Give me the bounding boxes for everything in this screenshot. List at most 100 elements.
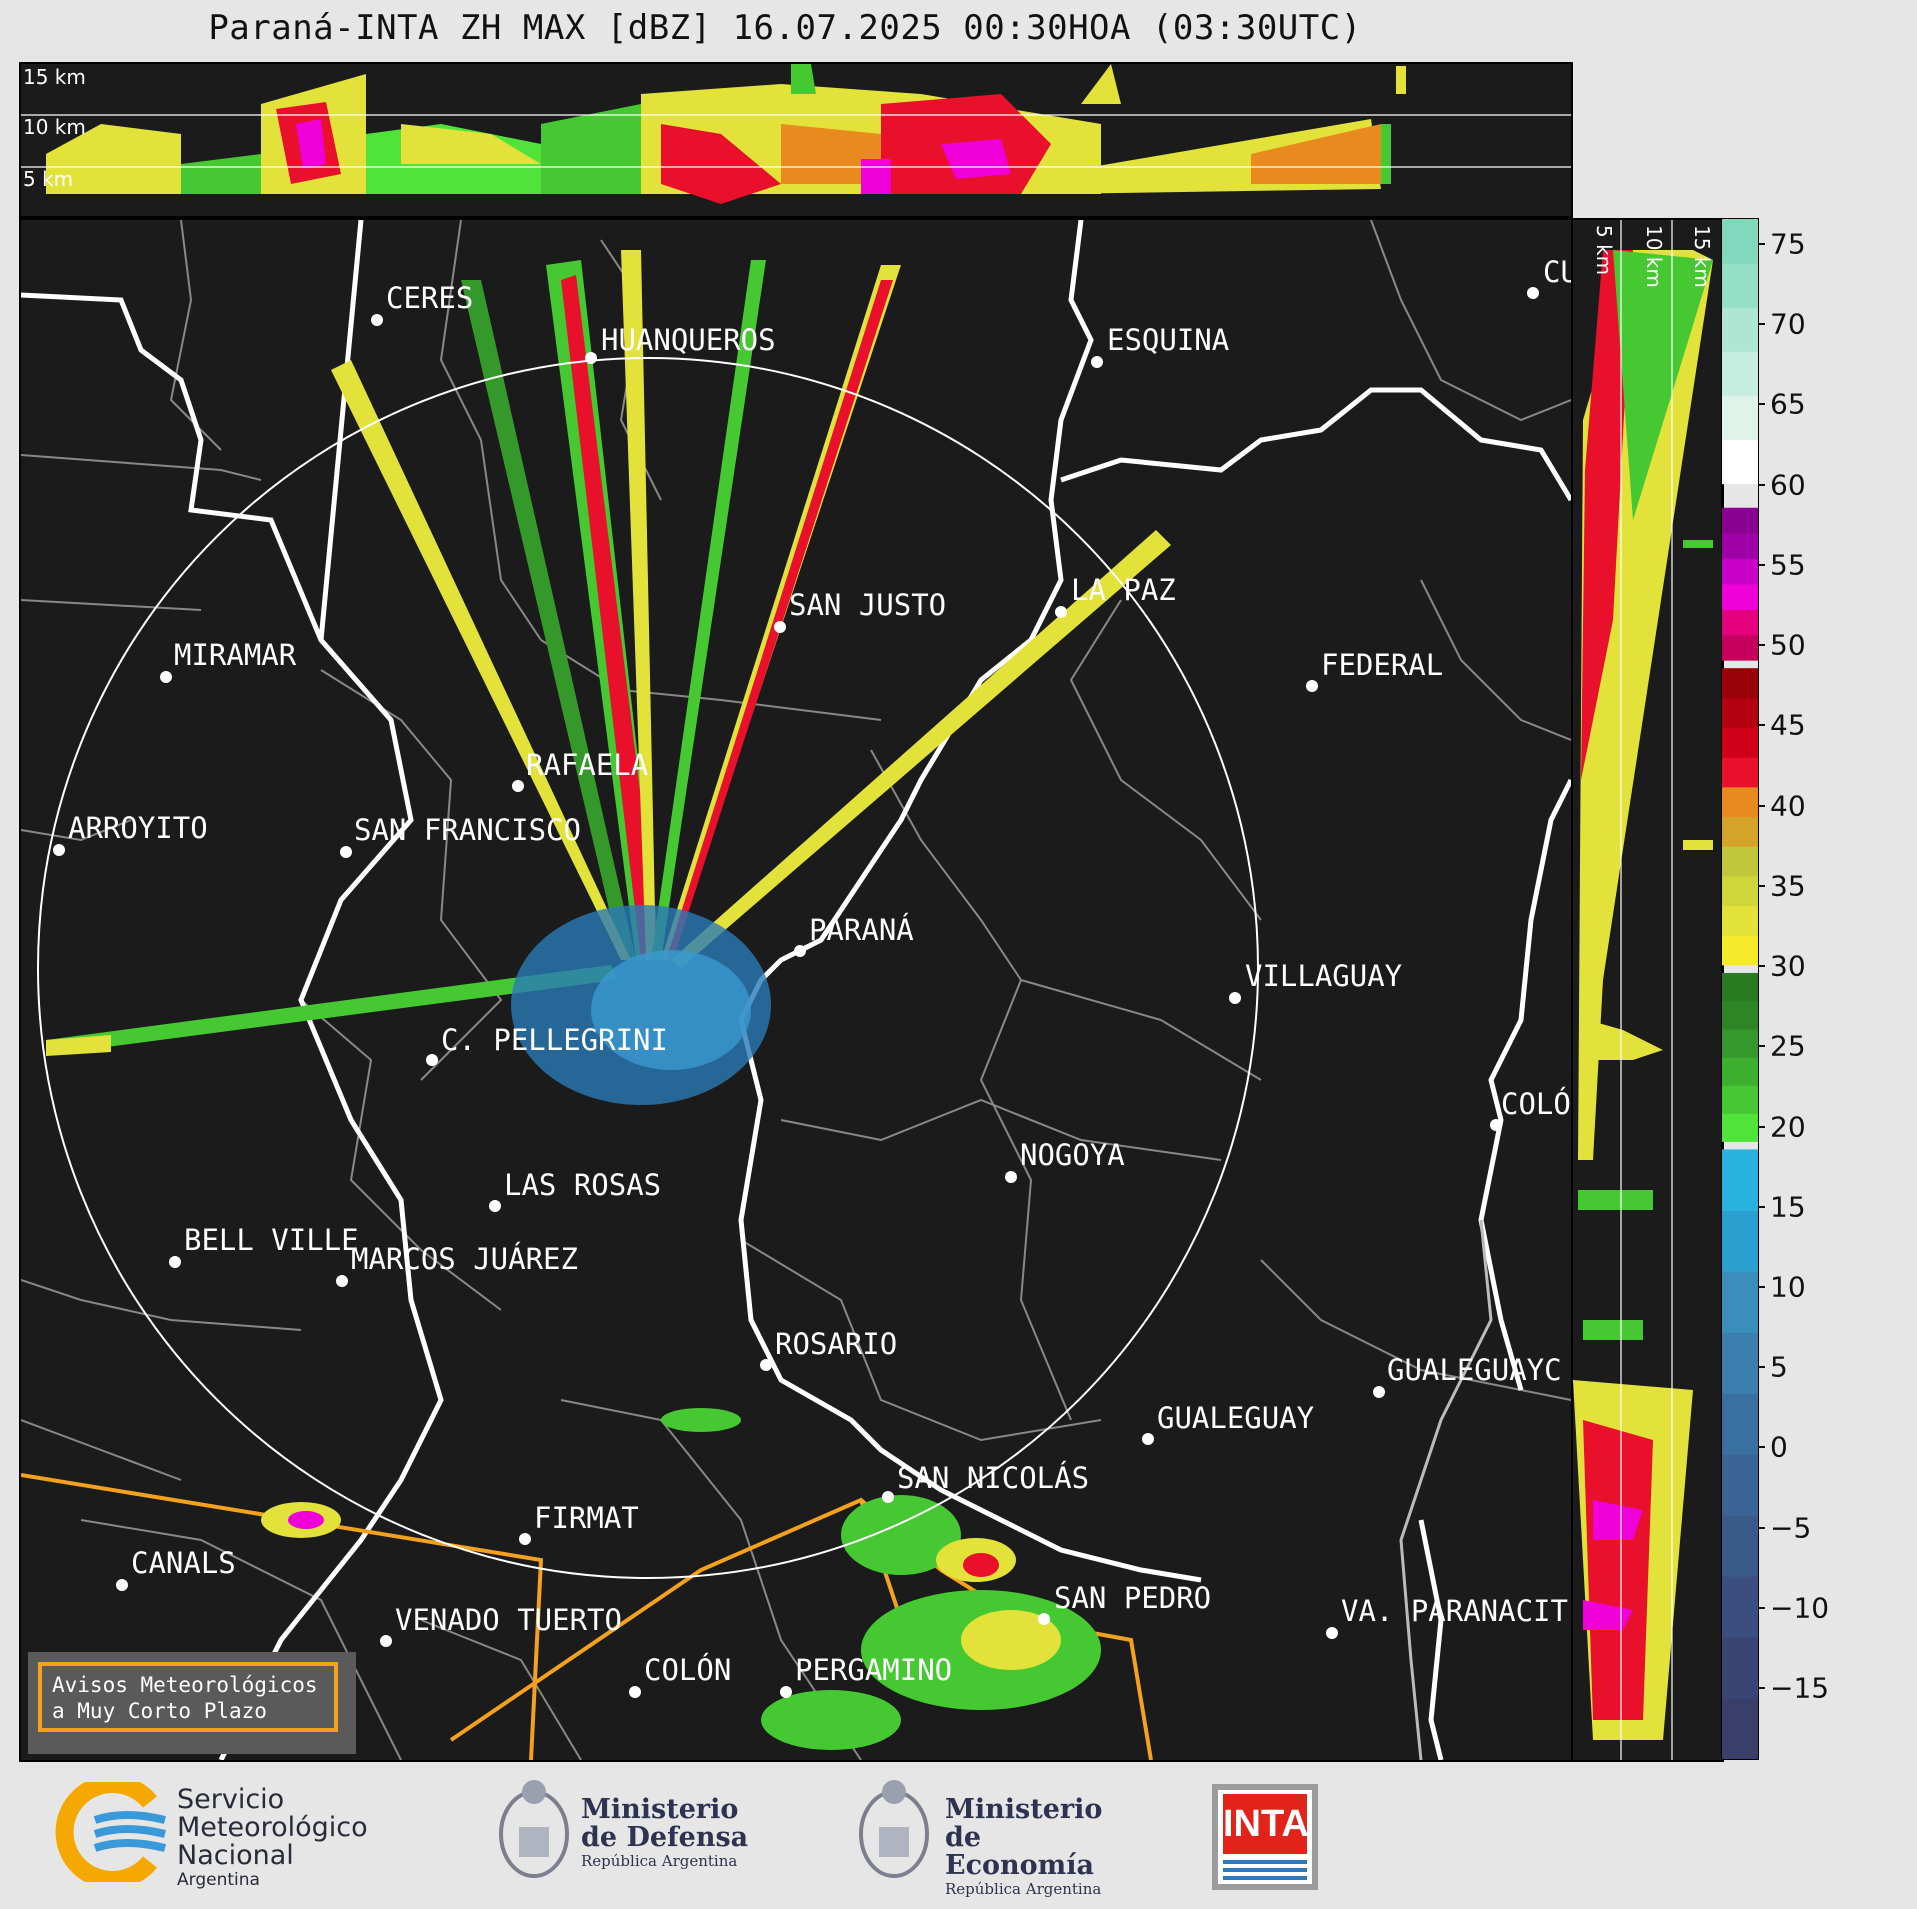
tick-label-10: 10 xyxy=(1770,1270,1806,1304)
city-label-colo: COLÓ xyxy=(1501,1087,1571,1121)
top-cross-section-panel: 15 km 10 km 5 km xyxy=(19,62,1573,218)
inta-wordmark: INTA xyxy=(1223,1794,1309,1854)
city-dot-las-rosas xyxy=(489,1200,501,1212)
tick-mark xyxy=(1758,1446,1765,1448)
colorbar-band xyxy=(1722,875,1758,907)
city-dot-nogoya xyxy=(1005,1171,1017,1183)
city-label-huanqueros: HUANQUEROS xyxy=(601,323,776,357)
city-dot-federal xyxy=(1306,680,1318,692)
city-dot-miramar xyxy=(160,671,172,683)
city-label-san-justo: SAN JUSTO xyxy=(789,588,946,622)
colorbar-band xyxy=(1722,1085,1758,1114)
tick-label-40: 40 xyxy=(1770,789,1806,823)
ministerio-defensa-logo[interactable]: Ministerio de Defensa República Argentin… xyxy=(495,1772,755,1892)
city-label-las-rosas: LAS ROSAS xyxy=(504,1168,661,1202)
radar-map[interactable]: CERES HUANQUEROS ESQUINA CU SAN JUSTO LA… xyxy=(19,218,1573,1762)
city-dot-colo xyxy=(1490,1119,1502,1131)
colorbar-band xyxy=(1722,1454,1758,1516)
colorbar-band xyxy=(1722,307,1758,352)
side-alt-label-10km: 10 km xyxy=(1642,225,1666,288)
city-dot-san-francisco xyxy=(340,846,352,858)
defensa-line-1: Ministerio xyxy=(581,1794,739,1825)
city-dot-gualeguay xyxy=(1142,1433,1154,1445)
city-dot-colon xyxy=(629,1686,641,1698)
city-dot-san-nicolas xyxy=(882,1491,894,1503)
colorbar-band xyxy=(1722,1210,1758,1272)
coat-of-arms-icon xyxy=(859,1780,929,1878)
city-label-canals: CANALS xyxy=(131,1546,236,1580)
smn-logo[interactable]: Servicio Meteorológico Nacional Argentin… xyxy=(55,1782,395,1890)
tick-mark xyxy=(1758,484,1765,486)
tick-label-75: 75 xyxy=(1770,227,1806,261)
city-dot-villaguay xyxy=(1229,992,1241,1004)
tick-mark xyxy=(1758,885,1765,887)
tick-mark xyxy=(1758,403,1765,405)
tick-label-35: 35 xyxy=(1770,869,1806,903)
city-dot-esquina xyxy=(1091,356,1103,368)
tick-label-70: 70 xyxy=(1770,307,1806,341)
city-dot-ceres xyxy=(371,314,383,326)
tick-label-45: 45 xyxy=(1770,708,1806,742)
city-dot-canals xyxy=(116,1579,128,1591)
tick-label-20: 20 xyxy=(1770,1110,1806,1144)
tick-mark xyxy=(1758,1286,1765,1288)
city-dot-pergamino xyxy=(780,1686,792,1698)
colorbar-band xyxy=(1722,972,1758,1002)
tick-mark xyxy=(1758,1126,1765,1128)
short-term-warnings-box[interactable]: Avisos Meteorológicos a Muy Corto Plazo xyxy=(28,1652,356,1754)
side-alt-label-15km: 15 km xyxy=(1690,225,1714,288)
tick-mark xyxy=(1758,243,1765,245)
tick-mark xyxy=(1758,1607,1765,1609)
city-dot-la-paz xyxy=(1055,606,1067,618)
city-dot-marcos-juarez xyxy=(336,1275,348,1287)
colorbar-band xyxy=(1722,727,1758,758)
tick-mark xyxy=(1758,1045,1765,1047)
colorbar-band xyxy=(1722,1149,1758,1211)
city-label-miramar: MIRAMAR xyxy=(174,638,297,672)
colorbar-band xyxy=(1722,219,1758,264)
economia-line-1: Ministerio xyxy=(945,1794,1103,1825)
colorbar-band xyxy=(1722,1057,1758,1086)
tick-label-65: 65 xyxy=(1770,387,1806,421)
colorbar-band xyxy=(1722,1393,1758,1455)
colorbar-band xyxy=(1722,634,1758,661)
warning-line-2: a Muy Corto Plazo xyxy=(52,1699,267,1723)
tick-label-minus5: −5 xyxy=(1770,1511,1812,1545)
warning-line-1: Avisos Meteorológicos xyxy=(52,1673,318,1697)
city-label-la-paz: LA PAZ xyxy=(1071,573,1176,607)
inta-logo[interactable]: INTA xyxy=(1212,1784,1318,1890)
colorbar-band xyxy=(1722,507,1758,534)
colorbar-band xyxy=(1722,558,1758,585)
colorbar-band xyxy=(1722,439,1758,485)
city-dot-bell-ville xyxy=(169,1256,181,1268)
ministerio-economia-logo[interactable]: Ministerio de Economía República Argenti… xyxy=(855,1772,1135,1898)
smn-line-3: Nacional xyxy=(177,1840,294,1871)
city-dot-rosario xyxy=(760,1359,772,1371)
colorbar-band xyxy=(1722,263,1758,308)
tick-mark xyxy=(1758,1206,1765,1208)
city-label-esquina: ESQUINA xyxy=(1107,323,1229,357)
economia-line-3: República Argentina xyxy=(945,1880,1102,1898)
tick-label-0: 0 xyxy=(1770,1430,1788,1464)
tick-label-50: 50 xyxy=(1770,628,1806,662)
side-cross-section-echoes xyxy=(1573,250,1713,1740)
city-label-rafaela: RAFAELA xyxy=(526,748,648,782)
city-label-nogoya: NOGOYA xyxy=(1020,1138,1125,1172)
smn-line-4: Argentina xyxy=(177,1870,260,1890)
tick-mark xyxy=(1758,564,1765,566)
city-label-c-pellegrini: C. PELLEGRINI xyxy=(441,1023,668,1057)
city-dot-cu xyxy=(1527,287,1539,299)
tick-label-60: 60 xyxy=(1770,468,1806,502)
tick-mark xyxy=(1758,1527,1765,1529)
colorbar-band xyxy=(1722,1001,1758,1030)
city-dot-rafaela xyxy=(512,780,524,792)
colorbar-band xyxy=(1722,1029,1758,1058)
city-label-cu: CU xyxy=(1543,255,1571,289)
tick-mark xyxy=(1758,323,1765,325)
tick-mark xyxy=(1758,965,1765,967)
city-dot-firmat xyxy=(519,1533,531,1545)
city-label-bell-ville: BELL VILLE xyxy=(184,1223,359,1257)
city-label-san-nicolas: SAN NICOLÁS xyxy=(897,1461,1089,1495)
city-label-parana: PARANÁ xyxy=(809,913,914,947)
tick-mark xyxy=(1758,1366,1765,1368)
